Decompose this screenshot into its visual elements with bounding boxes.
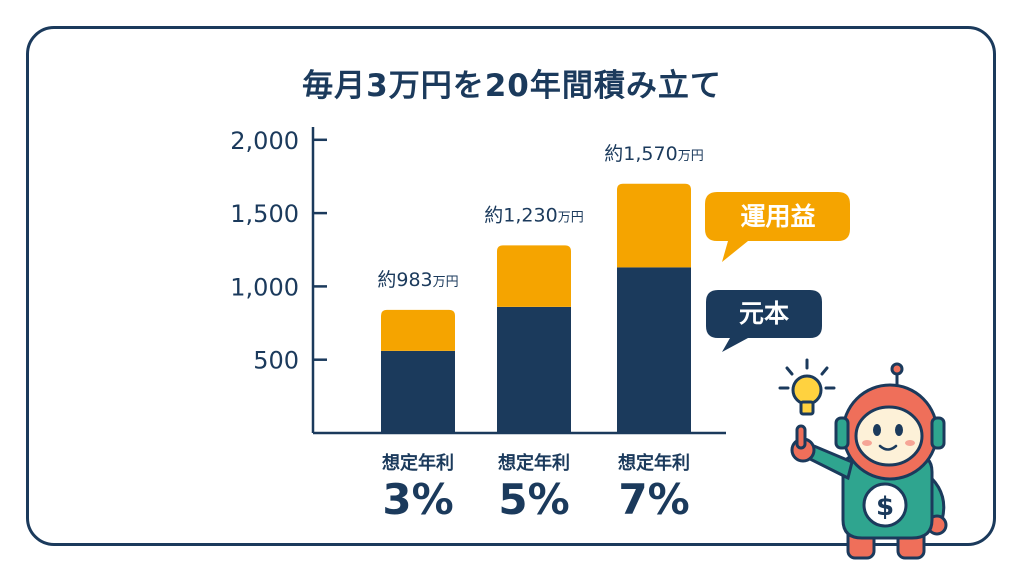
y-tick-label: 2,000 <box>230 127 299 155</box>
bar-principal <box>617 267 691 433</box>
category-label: 想定年利 <box>498 452 570 474</box>
robot-mascot-icon: $ <box>790 362 948 560</box>
chart-title: 毎月3万円を20年間積み立て <box>302 68 722 104</box>
legend-principal-bubble <box>706 290 822 352</box>
robot-face <box>854 405 924 467</box>
dollar-sign: $ <box>876 492 894 522</box>
robot-ear <box>930 416 946 450</box>
legend-profit-bubble <box>705 192 850 262</box>
lightbulb-base <box>799 400 815 416</box>
legend-profit-label: 運用益 <box>740 202 815 231</box>
robot-eye <box>873 424 881 436</box>
category-rate: 7% <box>618 475 689 524</box>
legend-principal: 元本 <box>706 290 822 352</box>
legend-principal-label: 元本 <box>739 299 789 328</box>
bar-principal <box>497 306 571 433</box>
category-rate: 5% <box>498 475 569 524</box>
lightbulb-glass <box>791 374 823 406</box>
bar-principal <box>381 350 455 433</box>
y-tick-label: 1,000 <box>230 273 299 301</box>
lightbulb-ray <box>820 366 829 376</box>
y-tick-label: 500 <box>253 347 299 375</box>
robot-finger <box>795 424 807 450</box>
data-label: 約1,230万円 <box>484 204 583 226</box>
data-label: 約1,570万円 <box>604 143 703 165</box>
robot-antenna-tip <box>890 362 904 376</box>
dollar-emblem <box>862 482 908 528</box>
robot-ear <box>834 416 850 450</box>
bar-profit <box>381 309 455 351</box>
category-label: 想定年利 <box>382 452 454 474</box>
bar-profit <box>497 245 571 307</box>
robot-mouth <box>878 444 898 451</box>
y-tick-label: 1,500 <box>230 200 299 228</box>
legend-profit: 運用益 <box>705 192 850 262</box>
robot-eye <box>895 424 903 436</box>
bar-profit <box>617 183 691 268</box>
robot-cheek <box>905 440 915 446</box>
category-rate: 3% <box>382 475 453 524</box>
lightbulb-ray <box>785 366 794 376</box>
lightbulb-icon <box>778 358 836 416</box>
category-label: 想定年利 <box>618 452 690 474</box>
robot-cheek <box>862 440 872 446</box>
data-label: 約983万円 <box>377 269 458 291</box>
